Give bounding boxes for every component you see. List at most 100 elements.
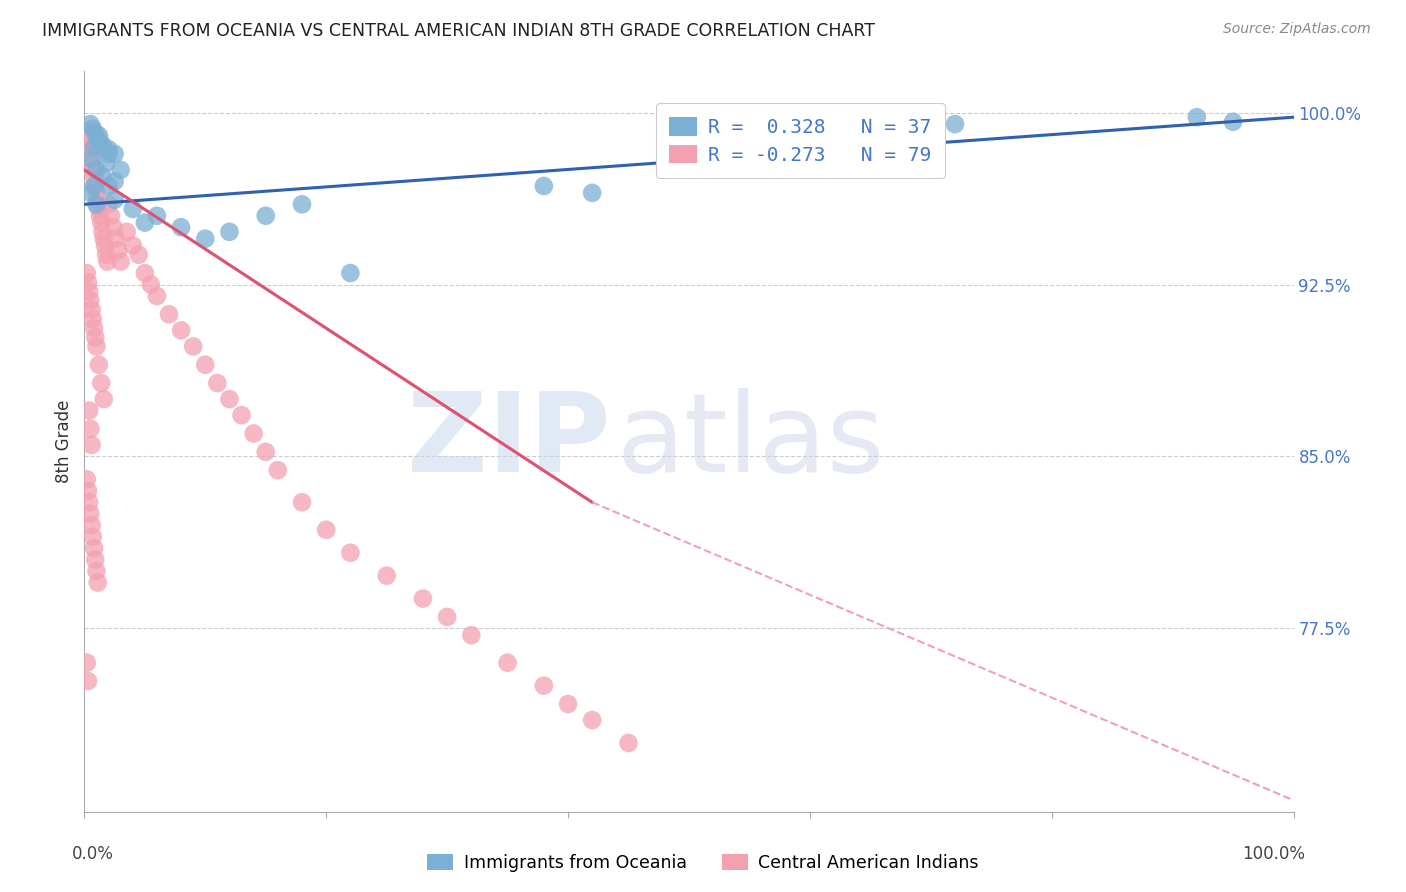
Point [77,275,100,289]
Point [83,541,105,555]
Point [267,463,290,477]
Point [104,232,127,246]
Point [920,110,942,124]
Point [339,546,361,560]
Point [581,186,603,200]
Point [460,628,482,642]
Point [157,307,180,321]
Point [86,575,108,590]
Point [170,323,193,337]
Point [77,133,100,147]
Point [110,162,132,177]
Text: 100.0%: 100.0% [1243,845,1306,863]
Point [76,266,98,280]
Point [94,248,117,262]
Point [76,124,98,138]
Point [91,225,114,239]
Point [194,358,217,372]
Point [291,495,314,509]
Point [170,220,193,235]
Point [115,225,138,239]
Point [436,610,458,624]
Point [79,186,101,200]
Point [339,266,361,280]
Point [146,209,169,223]
Point [82,530,104,544]
Point [97,142,120,156]
Point [103,220,125,235]
Point [581,713,603,727]
Point [91,137,114,152]
Text: Source: ZipAtlas.com: Source: ZipAtlas.com [1223,22,1371,37]
Point [121,238,143,252]
Point [86,193,108,207]
Point [139,277,162,292]
Point [97,197,120,211]
Point [89,209,111,223]
Point [87,358,110,372]
Point [76,656,98,670]
Point [110,254,132,268]
Text: ZIP: ZIP [406,388,610,495]
Point [134,266,156,280]
Point [218,392,240,406]
Point [254,209,277,223]
Point [1222,115,1244,129]
Y-axis label: 8th Grade: 8th Grade [55,400,73,483]
Point [77,483,100,498]
Point [83,321,105,335]
Point [90,376,112,390]
Point [82,312,104,326]
Point [194,232,217,246]
Point [557,697,579,711]
Point [100,209,122,223]
Point [79,117,101,131]
Point [533,178,555,193]
Point [97,147,120,161]
Point [79,152,101,166]
Point [86,564,108,578]
Text: 0.0%: 0.0% [72,845,114,863]
Point [86,339,108,353]
Point [84,330,107,344]
Point [83,169,105,184]
Point [82,162,104,177]
Point [86,186,108,200]
Point [84,178,107,193]
Point [87,133,110,147]
Point [134,216,156,230]
Point [77,140,100,154]
Point [104,147,127,161]
Point [86,162,108,177]
Point [80,302,103,317]
Point [242,426,264,441]
Point [412,591,434,606]
Point [77,674,100,689]
Point [146,289,169,303]
Point [79,147,101,161]
Point [94,156,117,170]
Point [84,126,107,140]
Point [91,140,114,154]
Point [80,438,103,452]
Point [79,422,101,436]
Point [104,174,127,188]
Point [943,117,966,131]
Point [291,197,314,211]
Point [79,507,101,521]
Point [94,238,117,252]
Point [181,339,204,353]
Point [79,293,101,308]
Point [82,121,104,136]
Point [97,178,120,193]
Point [207,376,229,390]
Legend: Immigrants from Oceania, Central American Indians: Immigrants from Oceania, Central America… [420,847,986,879]
Point [1185,110,1208,124]
Point [107,243,129,257]
Point [128,248,150,262]
Point [86,197,108,211]
Point [87,128,110,143]
Point [254,445,277,459]
Point [91,169,114,184]
Point [84,552,107,566]
